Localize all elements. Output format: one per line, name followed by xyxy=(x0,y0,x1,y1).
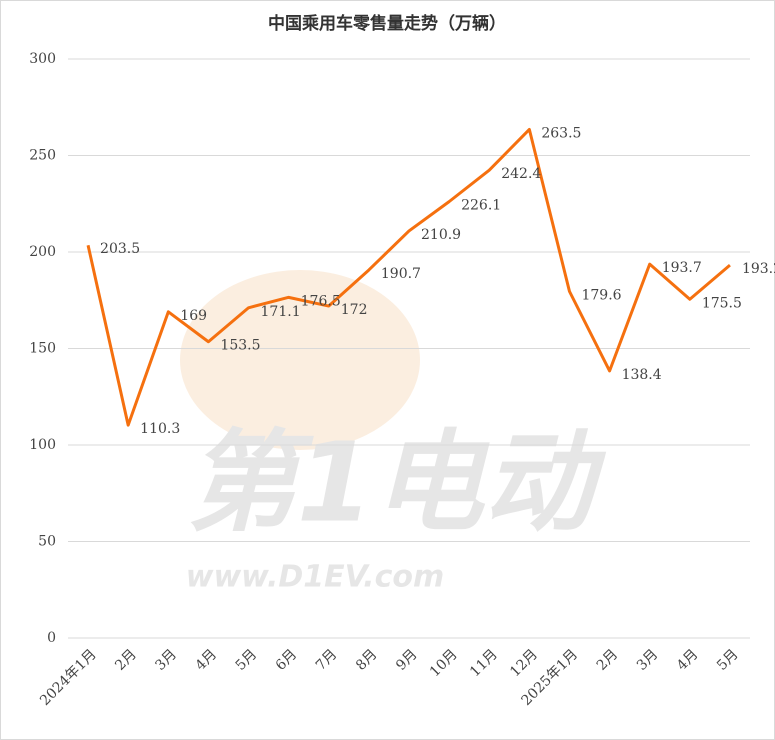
watermark: www.D1EV.com xyxy=(186,560,445,595)
watermark: 第1电动 xyxy=(187,418,607,546)
y-tick-label: 200 xyxy=(29,244,56,260)
data-line xyxy=(86,127,731,427)
data-label: 169 xyxy=(180,308,207,324)
y-tick-label: 300 xyxy=(29,51,56,67)
data-label: 203.5 xyxy=(100,241,140,257)
data-label: 171.1 xyxy=(261,304,301,320)
data-label: 193.7 xyxy=(662,260,702,276)
y-tick-label: 250 xyxy=(29,148,56,164)
data-label: 263.5 xyxy=(541,125,581,141)
data-label: 153.5 xyxy=(220,338,260,354)
data-label: 193.2 xyxy=(742,261,775,277)
data-label: 226.1 xyxy=(461,198,501,214)
data-label: 138.4 xyxy=(622,367,662,383)
data-label: 175.5 xyxy=(702,295,742,311)
y-tick-label: 50 xyxy=(38,534,56,550)
data-label: 110.3 xyxy=(140,421,180,437)
y-tick-label: 150 xyxy=(29,341,56,357)
data-label: 179.6 xyxy=(581,287,621,303)
data-label: 210.9 xyxy=(421,227,461,243)
data-label: 190.7 xyxy=(381,266,421,282)
data-label: 242.4 xyxy=(501,166,541,182)
data-label: 176.5 xyxy=(301,293,341,309)
data-label: 172 xyxy=(341,302,368,318)
chart-title: 中国乘用车零售量走势（万辆） xyxy=(268,13,506,34)
y-tick-label: 0 xyxy=(47,630,56,646)
y-tick-label: 100 xyxy=(29,437,56,453)
